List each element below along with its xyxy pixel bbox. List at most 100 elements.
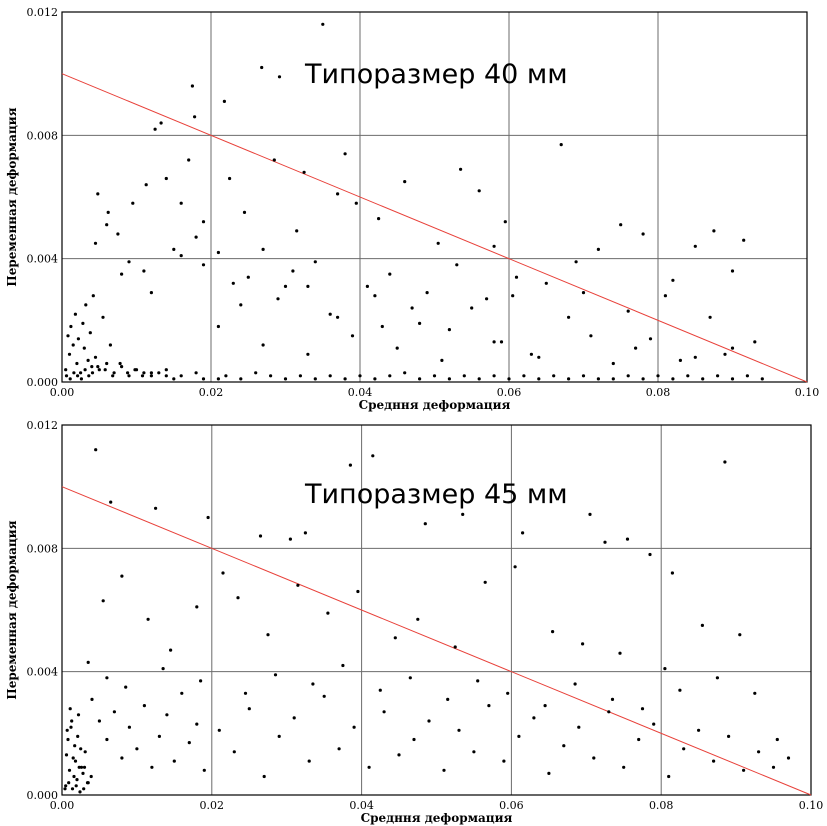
data-point (492, 374, 496, 378)
data-point (86, 358, 90, 362)
x-tick-label: 0.10 (799, 799, 824, 812)
data-point (93, 241, 98, 245)
data-point (258, 534, 263, 538)
data-point (408, 676, 412, 680)
data-point (126, 371, 130, 375)
data-point (313, 377, 317, 381)
data-point (786, 756, 791, 760)
data-point (302, 170, 306, 174)
chart-panel-1: 0.00 0.02 0.04 0.06 0.08 0.10 0.000 0.004 0.008 0… (5, 6, 819, 412)
data-point (640, 707, 645, 711)
data-point (222, 99, 226, 103)
data-point (730, 269, 735, 273)
data-point (120, 272, 124, 276)
data-point (416, 617, 420, 621)
data-point (567, 377, 571, 381)
x-tick-label: 0.00 (50, 386, 75, 399)
data-point (76, 713, 81, 717)
data-point (403, 371, 407, 375)
data-point (239, 377, 243, 381)
data-point (108, 343, 112, 347)
data-point (144, 183, 148, 187)
data-point (447, 328, 451, 332)
data-point (254, 371, 258, 375)
data-point (85, 781, 90, 785)
data-point (127, 725, 131, 729)
data-point (507, 377, 511, 381)
data-point (625, 537, 630, 541)
data-point (432, 374, 437, 378)
data-point (260, 65, 264, 70)
data-point (105, 361, 109, 366)
data-point (311, 682, 315, 686)
data-point (377, 217, 381, 221)
data-point (142, 269, 146, 273)
data-point (164, 176, 168, 181)
data-point (577, 725, 581, 729)
data-point (154, 506, 158, 510)
data-point (581, 291, 586, 295)
data-point (462, 374, 466, 378)
data-point (261, 247, 265, 251)
x-tick-label: 0.08 (646, 386, 671, 399)
data-point (492, 340, 496, 344)
data-point (90, 365, 94, 369)
data-point (217, 728, 221, 732)
y-tick-label: 0.004 (27, 666, 59, 679)
data-point (97, 368, 101, 372)
data-point (269, 374, 273, 378)
data-point (224, 374, 228, 378)
data-point (581, 374, 586, 378)
data-point (373, 294, 377, 298)
data-point (634, 346, 638, 350)
data-point (67, 352, 72, 356)
data-point (266, 633, 270, 637)
data-point (142, 371, 146, 375)
data-point (559, 143, 563, 147)
data-point (652, 722, 656, 726)
data-point (529, 352, 534, 356)
data-point (120, 365, 124, 369)
data-point (459, 167, 463, 171)
size-annotation: Типоразмер 45 мм (304, 479, 568, 510)
data-point (273, 673, 278, 677)
data-point (567, 315, 571, 319)
data-point (64, 753, 69, 757)
data-point (296, 583, 300, 587)
data-point (159, 121, 163, 125)
data-point (194, 235, 198, 239)
data-point (326, 611, 330, 615)
data-point (88, 331, 92, 335)
data-point (521, 531, 525, 535)
data-point (262, 774, 266, 779)
data-point (418, 377, 422, 381)
data-point (157, 371, 161, 375)
reference-line (61, 486, 812, 796)
x-tick-label: 0.06 (499, 799, 524, 812)
y-tick-label: 0.004 (27, 253, 59, 266)
data-point (82, 346, 86, 350)
data-point (201, 220, 206, 224)
data-point (395, 346, 399, 350)
x-tick-label: 0.02 (199, 386, 224, 399)
data-point (753, 691, 757, 695)
data-point (247, 707, 251, 711)
data-point (82, 787, 86, 791)
data-point (69, 324, 73, 329)
data-point (67, 768, 72, 772)
data-point (745, 374, 750, 378)
data-point (352, 725, 356, 729)
data-point (172, 759, 176, 763)
data-point (641, 232, 645, 236)
data-point (485, 297, 489, 301)
data-point (552, 374, 556, 378)
data-point (140, 374, 145, 378)
data-point (131, 201, 135, 205)
data-point (472, 750, 476, 754)
data-point (367, 765, 371, 769)
data-point (453, 645, 457, 649)
data-point (70, 787, 75, 791)
data-point (350, 334, 355, 338)
chart-panel-2: 0.00 0.02 0.04 0.06 0.08 0.10 0.000 0.004 0.008 0… (5, 419, 823, 825)
data-point (201, 377, 206, 381)
